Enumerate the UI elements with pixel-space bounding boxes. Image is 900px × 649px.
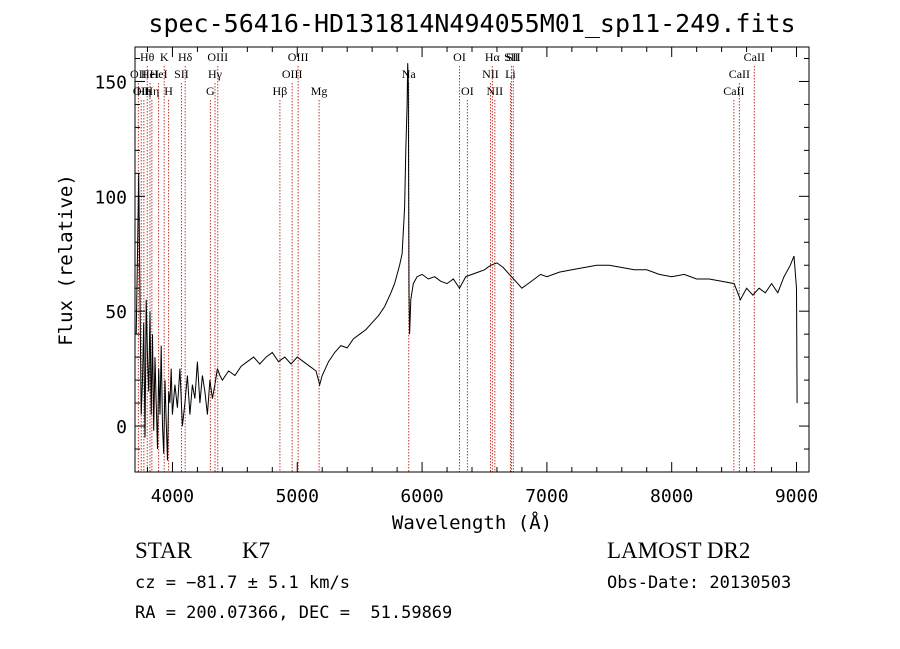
line-label-29: CaII <box>744 50 765 64</box>
x-tick-label: 7000 <box>525 486 568 507</box>
line-label-20: OI <box>461 84 474 98</box>
line-label-19: OI <box>453 50 466 64</box>
x-tick-label: 5000 <box>276 486 319 507</box>
spectral-line-markers <box>137 66 755 472</box>
line-label-25: SII <box>504 50 519 64</box>
plot-frame <box>134 46 810 473</box>
object-class: STAR <box>135 538 192 563</box>
line-label-24: Li <box>505 67 516 81</box>
coordinates: RA = 200.07366, DEC = 51.59869 <box>135 603 453 623</box>
x-tick-label: 4000 <box>151 486 194 507</box>
line-label-8: H <box>164 84 173 98</box>
line-label-21: NII <box>482 67 499 81</box>
line-label-12: Hγ <box>208 67 223 81</box>
line-label-1: OII <box>133 84 150 98</box>
line-label-9: SII <box>174 67 189 81</box>
line-label-10: Hδ <box>178 50 193 64</box>
chart-title: spec-56416-HD131814N494055M01_sp11-249.f… <box>148 9 795 38</box>
line-label-28: CaII <box>729 67 750 81</box>
y-tick-label: 100 <box>94 187 127 208</box>
line-label-13: OIII <box>207 50 228 64</box>
x-tick-label: 9000 <box>775 486 818 507</box>
survey-name: LAMOST DR2 <box>607 538 751 563</box>
spectrum-line <box>135 63 798 461</box>
y-axis-label: Flux (relative) <box>55 174 77 346</box>
y-tick-label: 50 <box>105 302 127 323</box>
line-label-11: G <box>206 84 215 98</box>
x-tick-label: 6000 <box>400 486 443 507</box>
line-label-23: NII <box>487 84 504 98</box>
line-label-22: Hα <box>485 50 501 64</box>
object-subclass: K7 <box>242 538 271 563</box>
line-label-17: Mg <box>311 84 328 98</box>
x-axis-label: Wavelength (Å) <box>392 511 552 534</box>
line-label-15: OIII <box>282 67 303 81</box>
line-label-26: SII <box>506 50 521 64</box>
spectral-line-labels: OIIOIIHηHθHeIHηHeIKHSIIHδGHγOIIIHβOIIIOI… <box>130 50 765 98</box>
observation-date: Obs-Date: 20130503 <box>607 573 792 593</box>
line-label-5: Hη <box>144 84 159 98</box>
line-label-3: Hθ <box>140 50 155 64</box>
line-label-27: CaII <box>723 84 744 98</box>
x-axis: 4000 5000 6000 7000 8000 9000 <box>146 47 818 507</box>
x-tick-label: 8000 <box>650 486 693 507</box>
line-label-18: Na <box>402 67 417 81</box>
line-label-14: Hβ <box>273 84 288 98</box>
line-label-0: OII <box>130 67 147 81</box>
y-axis: 0 50 100 150 <box>94 57 809 450</box>
line-label-16: OIII <box>288 50 309 64</box>
redshift-velocity: cz = −81.7 ± 5.1 km/s <box>135 573 350 593</box>
y-tick-label: 150 <box>94 72 127 93</box>
line-label-6: HeI <box>150 67 168 81</box>
line-label-2: Hη <box>136 84 151 98</box>
y-tick-label: 0 <box>116 417 127 438</box>
line-label-7: K <box>160 50 169 64</box>
line-label-4: HeI <box>141 67 159 81</box>
